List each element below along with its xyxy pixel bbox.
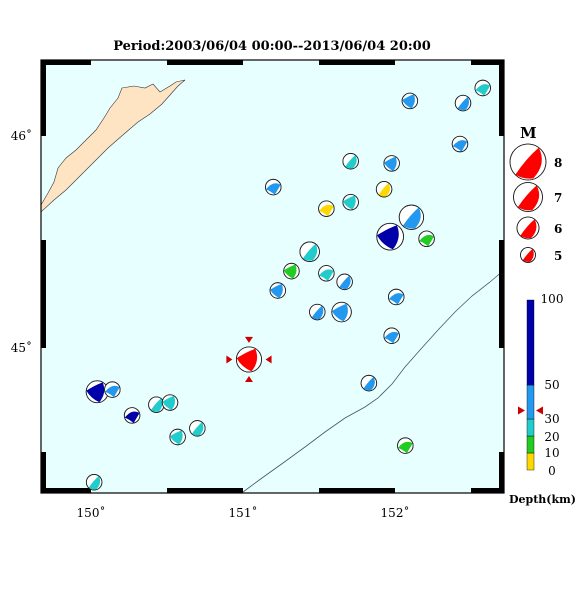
lon-tick-label-152: 152˚ bbox=[381, 505, 410, 520]
target-arrow-left-icon bbox=[226, 355, 233, 364]
mag-legend-label-7: 7 bbox=[554, 191, 562, 205]
frame-bar-bottom bbox=[319, 488, 395, 493]
event-beachball bbox=[331, 301, 352, 323]
target-arrow-right-icon bbox=[265, 355, 272, 364]
mag-legend-beachball-8 bbox=[509, 143, 547, 181]
event-beachball bbox=[376, 222, 404, 251]
frame-bar-bottom bbox=[167, 488, 243, 493]
frame-bar-left bbox=[41, 452, 46, 493]
event-beachball bbox=[342, 153, 359, 170]
depth-color-segment bbox=[526, 384, 535, 420]
event-beachball bbox=[454, 94, 472, 112]
target-event-beachball bbox=[235, 346, 262, 373]
event-beachball bbox=[85, 474, 103, 491]
mag-legend-beachball-5 bbox=[520, 247, 536, 263]
event-beachball bbox=[360, 374, 378, 392]
frame-bar-top bbox=[319, 60, 395, 65]
event-beachball bbox=[169, 428, 186, 446]
depth-label-50: 50 bbox=[544, 378, 559, 392]
frame-bar-right bbox=[499, 452, 504, 493]
event-beachball bbox=[269, 282, 287, 299]
event-beachball bbox=[318, 200, 335, 217]
lon-tick-label-151: 151˚ bbox=[229, 505, 258, 520]
event-beachball bbox=[318, 265, 335, 282]
depth-color-segment bbox=[526, 435, 535, 454]
events-layer bbox=[85, 79, 491, 491]
event-beachball bbox=[397, 437, 414, 454]
event-beachball bbox=[161, 394, 179, 411]
depth-label-100: 100 bbox=[541, 292, 564, 306]
event-beachball bbox=[375, 181, 393, 198]
event-beachball bbox=[283, 262, 300, 280]
mag-legend-beachball-6 bbox=[516, 216, 540, 240]
frame-bar-top bbox=[471, 60, 504, 65]
frame-bar-bottom bbox=[471, 488, 504, 493]
mag-legend-label-6: 6 bbox=[554, 222, 562, 236]
frame-bar-top bbox=[167, 60, 243, 65]
event-beachball bbox=[85, 380, 109, 404]
target-arrow-top-icon bbox=[244, 336, 253, 343]
trench-line bbox=[242, 269, 505, 493]
land-coastline bbox=[40, 79, 186, 213]
frame-bar-right bbox=[499, 60, 504, 136]
event-beachball bbox=[401, 92, 419, 110]
frame-bar-top bbox=[41, 60, 91, 65]
event-beachball bbox=[383, 327, 400, 344]
target-event-layer bbox=[226, 336, 272, 383]
frame-bar-left bbox=[41, 240, 46, 348]
event-beachball bbox=[388, 288, 405, 306]
depth-color-segment bbox=[526, 418, 535, 437]
event-beachball bbox=[104, 381, 121, 398]
event-beachball bbox=[265, 178, 282, 196]
page-title: Period:2003/06/04 00:00--2013/06/04 20:0… bbox=[113, 39, 431, 54]
mag-legend-beachball-7 bbox=[513, 182, 543, 212]
depth-color-segment bbox=[526, 299, 535, 386]
depth-legend-title: Depth(km) bbox=[509, 493, 576, 506]
depth-label-30: 30 bbox=[544, 412, 559, 426]
magnitude-legend: M 8 7 6 5 bbox=[509, 124, 562, 263]
depth-legend: 0 10 20 30 50 100 Depth(km) bbox=[509, 292, 576, 506]
event-beachball bbox=[189, 420, 206, 437]
depth-marker-left-icon bbox=[518, 406, 525, 415]
event-beachball bbox=[299, 241, 320, 262]
event-beachball bbox=[123, 407, 141, 424]
lon-tick-label-150: 150˚ bbox=[77, 505, 106, 520]
event-beachball bbox=[336, 273, 353, 291]
frame-bar-left bbox=[41, 60, 46, 136]
event-beachball bbox=[342, 193, 359, 211]
event-beachball bbox=[148, 396, 165, 413]
depth-label-0: 0 bbox=[548, 464, 556, 478]
map-frame bbox=[40, 59, 505, 494]
depth-label-10: 10 bbox=[544, 446, 559, 460]
mag-legend-label-8: 8 bbox=[554, 156, 562, 170]
frame-bar-bottom bbox=[41, 488, 91, 493]
depth-marker-right-icon bbox=[536, 406, 543, 415]
lat-tick-label-45: 45˚ bbox=[11, 340, 32, 355]
axis-labels: 150˚ 151˚ 152˚ 46˚ 45˚ bbox=[11, 128, 410, 520]
event-beachball bbox=[309, 303, 326, 321]
event-beachball bbox=[398, 204, 424, 230]
magnitude-legend-title: M bbox=[520, 124, 537, 142]
event-beachball bbox=[383, 155, 400, 172]
frame-scale-bars bbox=[41, 60, 504, 493]
depth-label-20: 20 bbox=[544, 430, 559, 444]
depth-color-segment bbox=[526, 452, 535, 471]
lat-tick-label-46: 46˚ bbox=[11, 128, 32, 143]
event-beachball bbox=[418, 230, 435, 248]
mag-legend-label-5: 5 bbox=[554, 249, 562, 263]
target-arrow-bottom-icon bbox=[244, 376, 253, 383]
map-border bbox=[40, 59, 505, 494]
event-beachball bbox=[451, 135, 469, 153]
frame-bar-right bbox=[499, 240, 504, 348]
event-beachball bbox=[474, 79, 491, 97]
